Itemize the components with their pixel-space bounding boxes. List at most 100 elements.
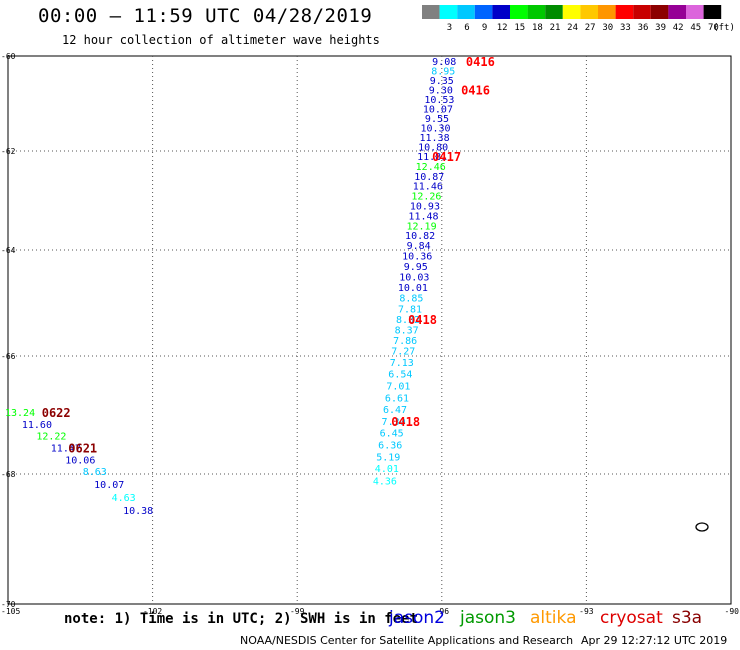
wave-height-value: 11.38 <box>420 133 450 144</box>
legend-swatch <box>510 5 528 19</box>
legend-bin-label: 9 <box>482 23 487 33</box>
wave-height-value: 10.01 <box>398 283 428 294</box>
time-label: 0418 <box>391 415 420 429</box>
legend-swatch <box>474 5 493 19</box>
wave-height-value: 7.01 <box>386 382 410 393</box>
wave-height-value: 10.30 <box>420 123 450 134</box>
y-tick-label: -64 <box>1 246 16 255</box>
legend-bin-label: 42 <box>673 23 684 33</box>
y-tick-label: -70 <box>1 600 16 609</box>
legend-bin-label: 6 <box>464 23 469 33</box>
y-tick-label: -66 <box>1 352 16 361</box>
wave-height-value: 6.54 <box>388 370 412 381</box>
x-tick-label: -99 <box>290 607 305 616</box>
wave-height-value: 9.08 <box>432 57 456 68</box>
plot-frame <box>7 55 732 605</box>
legend-bin-label: 45 <box>690 23 701 33</box>
satellite-altika: altika <box>530 608 577 628</box>
wave-height-value: 11.60 <box>22 420 52 431</box>
wave-height-value: 12.22 <box>36 432 66 443</box>
legend-swatch <box>492 5 510 19</box>
time-labels: 0416 0416 0417 0418 0418 0622 0621 <box>42 55 495 456</box>
legend-bin-label: 21 <box>550 23 561 33</box>
legend-bin-label: 39 <box>655 23 666 33</box>
wave-height-value: 8.37 <box>395 326 419 337</box>
wave-height-value: 6.36 <box>378 441 402 452</box>
legend-swatch <box>703 5 722 19</box>
wave-height-value: 6.61 <box>385 393 409 404</box>
wave-height-value: 10.07 <box>94 480 124 491</box>
legend-swatch <box>598 5 616 19</box>
wave-height-value: 10.07 <box>423 104 453 115</box>
wave-height-value: 10.82 <box>405 231 435 242</box>
wave-height-value: 9.95 <box>404 262 428 273</box>
time-label: 0416 <box>461 83 490 97</box>
wave-height-value: 11.47 <box>51 443 81 454</box>
wave-height-value: 6.45 <box>380 429 404 440</box>
satellite-cryosat: cryosat <box>600 608 663 628</box>
wave-height-value: 11.48 <box>408 211 438 222</box>
wave-height-value: 10.93 <box>410 201 440 212</box>
wave-height-value: 7.81 <box>398 304 422 315</box>
wave-height-value: 12.46 <box>416 162 446 173</box>
wave-height-value: 5.19 <box>376 452 400 463</box>
legend-swatch <box>422 5 440 19</box>
wave-height-value: 10.80 <box>418 142 448 153</box>
wave-height-value: 12.19 <box>407 221 437 232</box>
wave-height-value: 4.01 <box>375 464 399 475</box>
wave-height-value: 8.32 <box>396 315 420 326</box>
axis-ticks: -60 -62 -64 -66 -68 -70-105 -102 -99 -96 -93 -90 <box>1 52 739 616</box>
time-label: 0417 <box>432 150 461 164</box>
land-outline <box>695 522 709 532</box>
legend-swatch <box>650 5 669 19</box>
wave-height-value: 10.03 <box>399 273 429 284</box>
legend-bin-label: 3 <box>447 23 452 33</box>
wave-height-value: 7.86 <box>393 336 417 347</box>
plot-border <box>7 55 732 605</box>
chart-title: 00:00 — 11:59 UTC 04/28/2019 <box>38 5 373 27</box>
time-label: 0418 <box>408 313 437 327</box>
wave-height-value: 8.63 <box>83 467 107 478</box>
color-legend: 3 6 9 12 15 18 21 24 27 30 33 36 39 42 45 70(ft) <box>422 5 735 33</box>
legend-bin-label: 18 <box>532 23 543 33</box>
satellite-jason3: jason3 <box>460 608 516 628</box>
wave-height-value: 10.38 <box>123 506 153 517</box>
legend-swatch <box>668 5 686 19</box>
wave-height-value: 10.87 <box>414 172 444 183</box>
time-label: 0416 <box>466 55 495 69</box>
legend-bin-label: 33 <box>620 23 631 33</box>
legend-swatch <box>580 5 598 19</box>
x-tick-label: -96 <box>435 607 450 616</box>
legend-swatch <box>457 5 475 19</box>
wave-height-value: 9.55 <box>425 114 449 125</box>
x-tick-label: -93 <box>579 607 594 616</box>
wave-height-value: 11.46 <box>413 182 443 193</box>
legend-bin-label: 70 <box>708 23 719 33</box>
time-label: 0622 <box>42 406 71 420</box>
legend-swatch <box>633 5 651 19</box>
wave-height-value: 7.30 <box>382 417 406 428</box>
wave-height-value: 8.95 <box>431 66 455 77</box>
x-tick-label: -90 <box>725 607 740 616</box>
wave-height-value: 6.47 <box>383 405 407 416</box>
wave-height-value: 12.26 <box>411 192 441 203</box>
wave-height-value: 10.06 <box>65 455 95 466</box>
legend-bin-label: 27 <box>585 23 596 33</box>
legend-swatch <box>439 5 458 19</box>
legend-swatch <box>686 5 704 19</box>
legend-swatch <box>562 5 581 19</box>
legend-swatch <box>615 5 634 19</box>
y-tick-label: -60 <box>1 52 16 61</box>
y-tick-label: -62 <box>1 147 16 156</box>
wave-height-value: 9.30 <box>429 85 453 96</box>
satellite-s3a: s3a <box>672 608 703 628</box>
x-tick-label: -102 <box>143 607 162 616</box>
footer-credit: NOAA/NESDIS Center for Satellite Applica… <box>240 634 574 647</box>
plot-grid <box>8 56 731 604</box>
wave-height-value: 7.27 <box>391 347 415 358</box>
legend-bin-label: 30 <box>602 23 613 33</box>
wave-height-value: 7.13 <box>390 358 414 369</box>
time-label: 0621 <box>68 441 97 455</box>
wave-height-value: 9.84 <box>407 241 431 252</box>
